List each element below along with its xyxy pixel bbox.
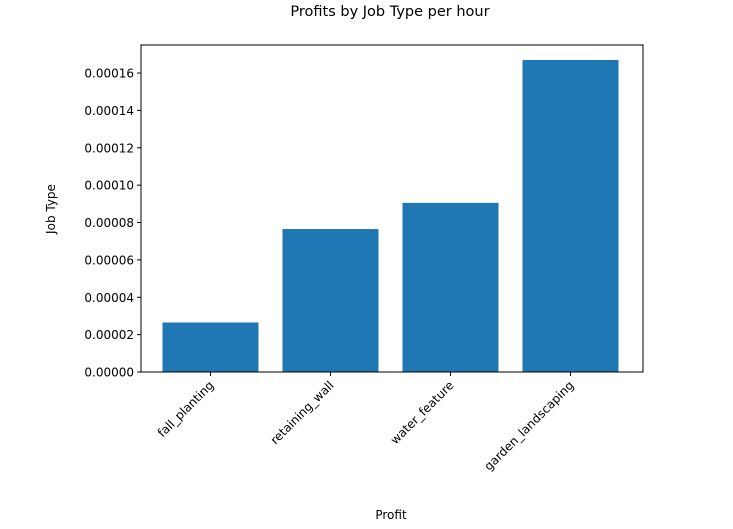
x-tick-label: retaining_wall [268, 378, 337, 447]
y-axis-title: Job Type [44, 184, 58, 235]
x-tick-label: water_feature [388, 378, 457, 447]
y-tick-label: 0.00000 [84, 366, 134, 380]
y-tick-label: 0.00008 [84, 216, 134, 230]
y-tick-label: 0.00012 [84, 141, 134, 155]
bar-fall-planting [162, 322, 259, 372]
plot-frame [140, 44, 644, 373]
x-tick-label: garden_landscaping [481, 378, 576, 473]
bar-retaining-wall [282, 229, 379, 372]
x-axis: fall_planting retaining_wall water_feature… [155, 372, 577, 473]
x-tick-label: fall_planting [155, 378, 217, 440]
y-tick-label: 0.00004 [84, 291, 134, 305]
y-axis: 0.00000 0.00002 0.00004 0.00006 0.00008 0.000… [84, 67, 141, 380]
bars [162, 59, 619, 372]
y-tick-label: 0.00010 [84, 179, 134, 193]
y-tick-label: 0.00014 [84, 104, 134, 118]
y-tick-label: 0.00016 [84, 67, 134, 81]
y-tick-label: 0.00002 [84, 328, 134, 342]
bar-garden-landscaping [522, 59, 619, 372]
chart-title: Profits by Job Type per hour [290, 4, 489, 20]
y-tick-label: 0.00006 [84, 253, 134, 267]
x-axis-title: Profit [375, 508, 407, 522]
bar-water-feature [402, 202, 499, 372]
